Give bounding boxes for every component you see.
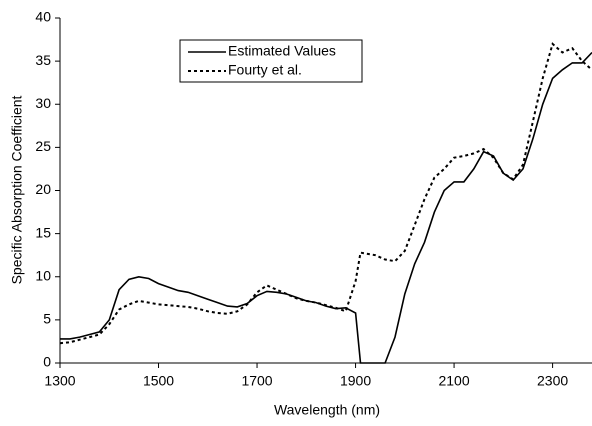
y-axis-label: Specific Absorption Coefficient (9, 95, 25, 284)
legend-box (179, 39, 363, 83)
y-tick-label: 40 (35, 9, 51, 25)
x-tick-label: 2100 (438, 373, 469, 389)
legend-label: Estimated Values (228, 43, 336, 59)
series-line (60, 51, 592, 364)
x-tick-label: 1900 (340, 373, 371, 389)
y-tick-label: 25 (35, 138, 51, 154)
x-tick-label: 1300 (44, 373, 75, 389)
y-tick-label: 10 (35, 267, 51, 283)
series-line (59, 42, 592, 345)
y-tick-label: 0 (43, 354, 51, 370)
x-axis-label: Wavelength (nm) (274, 402, 380, 418)
x-tick-label: 1500 (143, 373, 174, 389)
y-tick-label: 5 (43, 311, 51, 327)
legend-label: Fourty et al. (228, 62, 302, 78)
y-tick-label: 30 (35, 95, 51, 111)
x-tick-label: 1700 (241, 373, 272, 389)
y-tick-label: 15 (35, 224, 51, 240)
y-tick-label: 20 (35, 181, 51, 197)
y-tick-label: 35 (35, 52, 51, 68)
x-tick-label: 2300 (537, 373, 568, 389)
